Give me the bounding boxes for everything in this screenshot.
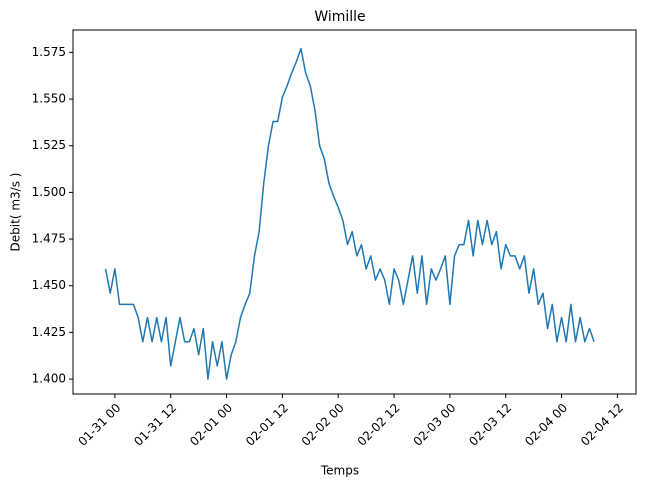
plot-frame — [72, 29, 637, 395]
x-axis-label: Temps — [320, 464, 359, 478]
y-tick-label: 1.550 — [32, 92, 66, 106]
y-tick-label: 1.500 — [32, 185, 66, 199]
y-tick-label: 1.525 — [32, 138, 66, 152]
y-tick-label: 1.575 — [32, 45, 66, 59]
y-tick-label: 1.475 — [32, 232, 66, 246]
x-tick-label: 02-02 12 — [355, 401, 403, 449]
data-line — [104, 47, 595, 380]
x-tick-label: 02-03 00 — [410, 401, 458, 449]
x-tick-label: 02-04 00 — [522, 401, 570, 449]
x-tick-label: 02-04 12 — [578, 401, 626, 449]
y-tick-label: 1.425 — [32, 325, 66, 339]
y-axis-label: Debit( m3/s ) — [9, 173, 23, 252]
x-tick-label: 02-01 12 — [243, 401, 291, 449]
y-tick-label: 1.400 — [32, 372, 66, 386]
x-tick-label: 01-31 12 — [131, 401, 179, 449]
x-tick-label: 01-31 00 — [75, 401, 123, 449]
x-tick-label: 02-01 00 — [187, 401, 235, 449]
chart-title: Wimille — [314, 9, 365, 25]
x-tick-label: 02-03 12 — [466, 401, 514, 449]
x-tick-label: 02-02 00 — [299, 401, 347, 449]
y-tick-label: 1.450 — [32, 278, 66, 292]
